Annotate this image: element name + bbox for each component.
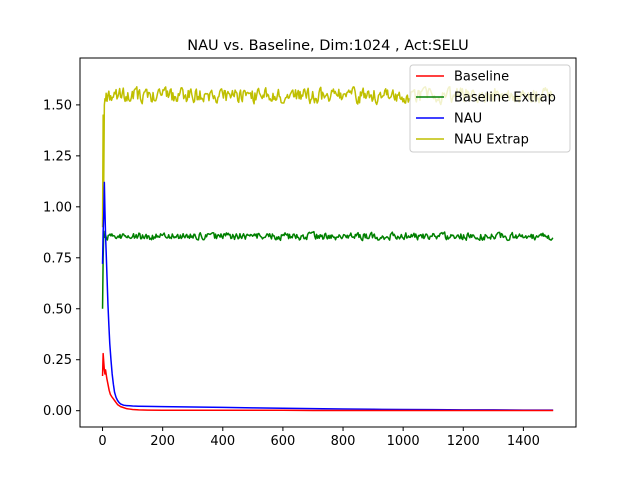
- legend-box: [409, 64, 571, 153]
- x-tick-label: 600: [270, 434, 295, 449]
- y-tick-label: 1.00: [43, 200, 72, 215]
- legend-label-nau-extrap: NAU Extrap: [454, 133, 529, 148]
- x-tick-label: 1200: [447, 434, 480, 449]
- y-tick-label: 0.50: [43, 302, 72, 317]
- legend-label-baseline: Baseline: [454, 70, 509, 85]
- series-line-nau: [101, 181, 554, 411]
- plot-frame: [79, 57, 577, 428]
- y-tick-label: 1.25: [43, 149, 72, 164]
- x-tick-label: 800: [331, 434, 356, 449]
- legend-label-nau: NAU: [454, 112, 482, 127]
- y-axis: 0.00 0.25 0.50 0.75 1.00 1.25 1.50: [43, 98, 80, 419]
- series-layer: [101, 86, 554, 412]
- x-axis: 0 200 400 600 800 1000 1200 1400: [98, 427, 540, 449]
- x-tick-label: 200: [150, 434, 175, 449]
- legend-label-baseline-extrap: Baseline Extrap: [454, 91, 556, 106]
- x-tick-label: 400: [210, 434, 235, 449]
- x-tick-label: 1000: [387, 434, 420, 449]
- chart-title: NAU vs. Baseline, Dim:1024 , Act:SELU: [187, 38, 469, 54]
- y-tick-label: 1.50: [43, 98, 72, 113]
- series-line-baseline-extrap: [101, 230, 554, 309]
- y-tick-label: 0.25: [43, 353, 72, 368]
- legend: Baseline Baseline Extrap NAU NAU Extrap: [409, 64, 571, 153]
- y-tick-label: 0.00: [43, 404, 72, 419]
- x-tick-label: 0: [98, 434, 106, 449]
- x-tick-label: 1400: [507, 434, 540, 449]
- series-line-baseline: [101, 352, 554, 412]
- y-tick-label: 0.75: [43, 251, 72, 266]
